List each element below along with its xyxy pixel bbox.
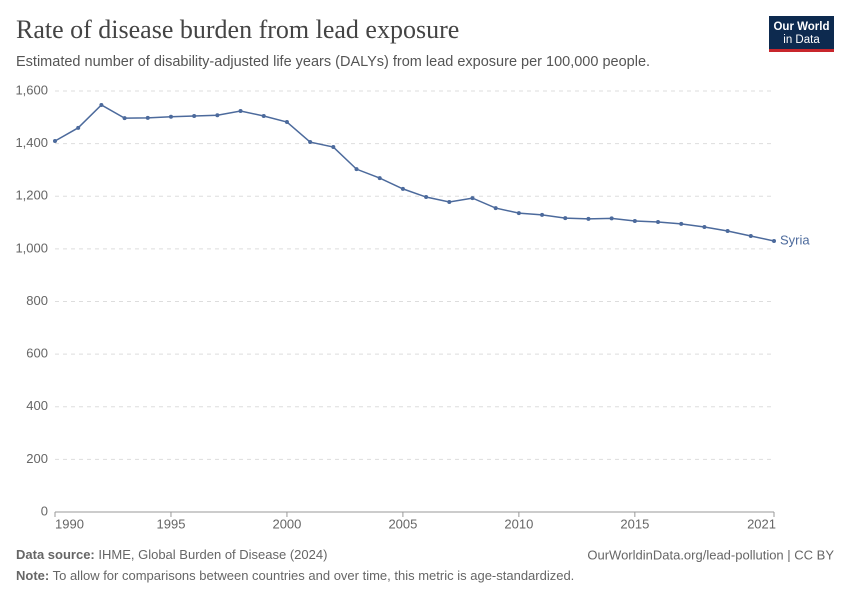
x-tick-label: 2015 [620,516,649,531]
note-label: Note: [16,568,49,583]
point [145,115,150,120]
point [493,206,498,211]
y-tick-label: 800 [26,293,48,308]
point [748,233,753,238]
point [632,218,637,223]
point [354,167,359,172]
note: Note: To allow for comparisons between c… [16,568,574,583]
point [168,114,173,119]
logo-text: in Data [783,34,820,46]
point [470,196,475,201]
y-tick-label: 600 [26,346,48,361]
point [122,116,127,121]
point [540,212,545,217]
point [377,176,382,181]
logo-bar [769,49,834,52]
x-tick-label: 2005 [388,516,417,531]
point [447,200,452,205]
point [308,140,313,145]
chart-title: Rate of disease burden from lead exposur… [16,15,459,44]
y-tick-label: 1,600 [15,82,48,97]
point [772,238,776,243]
point [609,216,614,221]
point [656,220,661,225]
y-tick-label: 400 [26,398,48,413]
point [99,102,104,107]
point [563,216,568,221]
y-tick-label: 0 [41,503,48,518]
point [702,225,707,230]
y-tick-label: 1,000 [15,240,48,255]
source-label: Data source: [16,547,95,562]
point [516,211,521,216]
point [284,120,289,125]
logo [769,16,834,52]
point [192,113,197,118]
point [331,145,336,150]
point [725,228,730,233]
x-tick-label: 1990 [55,516,84,531]
point [586,216,591,221]
point [424,195,429,200]
url: OurWorldinData.org/lead-pollution | CC B… [587,547,834,562]
point [215,113,220,118]
point [679,221,684,226]
point [53,138,57,143]
point [238,108,243,113]
y-tick-label: 1,200 [15,188,48,203]
point [76,125,81,130]
chart-subtitle: Estimated number of disability-adjusted … [16,54,650,70]
logo-text: Our World [773,21,829,33]
y-tick-label: 200 [26,451,48,466]
x-tick-label: 2000 [272,516,301,531]
x-tick-label: 1995 [157,516,186,531]
note-text: To allow for comparisons between countri… [53,568,575,583]
x-tick-label: 2021 [747,516,776,531]
source-text: IHME, Global Burden of Disease (2024) [98,547,327,562]
point [400,186,405,191]
source: Data source: IHME, Global Burden of Dise… [16,547,327,562]
x-tick-label: 2010 [504,516,533,531]
y-tick-label: 1,400 [15,135,48,150]
point [261,113,266,118]
series-label: Syria [780,232,810,247]
line [54,104,775,242]
